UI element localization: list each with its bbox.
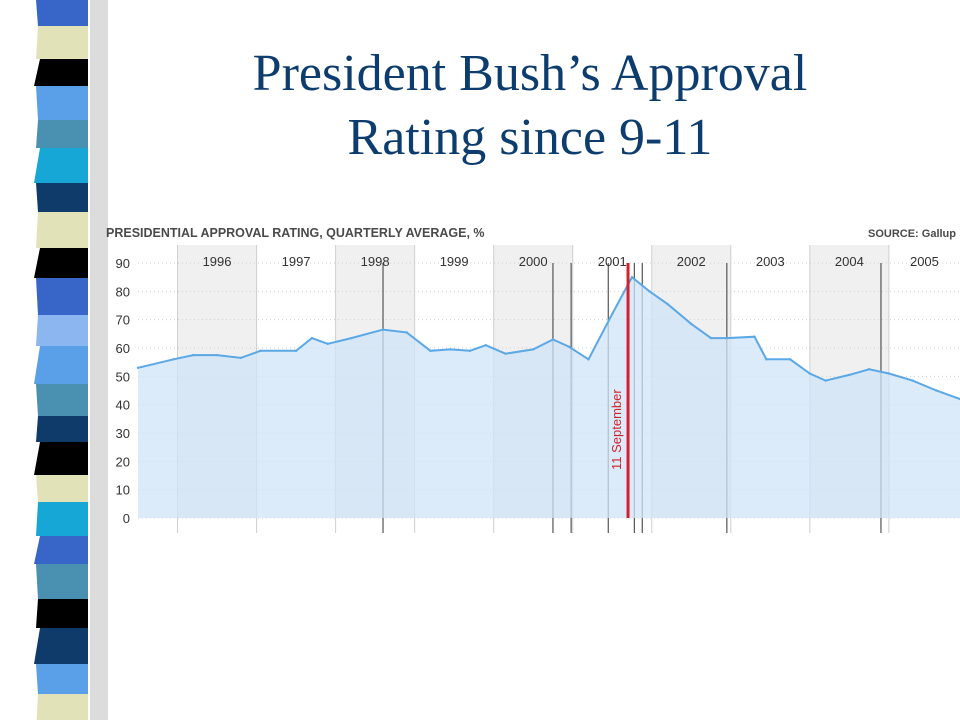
data-point [567, 345, 570, 348]
data-point [259, 349, 262, 353]
data-point [484, 343, 487, 347]
data-point [449, 348, 452, 351]
y-tick-label: 10 [116, 483, 130, 498]
x-year-label: 2001 [598, 254, 627, 269]
data-point [611, 312, 614, 316]
slide-title: President Bush’s Approval Rating since 9… [150, 42, 910, 170]
data-point [935, 389, 938, 392]
data-point [381, 328, 385, 331]
y-tick-label: 70 [116, 313, 130, 328]
event-label: 11 September [609, 389, 624, 470]
slide-title-line2: Rating since 9-11 [347, 109, 713, 166]
strip-block [36, 664, 88, 694]
strip-block [36, 384, 88, 416]
strip-block [34, 148, 88, 183]
approval-rating-chart: PRESIDENTIAL APPROVAL RATING, QUARTERLY … [106, 226, 960, 533]
y-tick-label: 30 [116, 426, 130, 441]
x-year-label: 2003 [756, 254, 785, 269]
data-point [867, 368, 871, 371]
data-point [648, 290, 651, 293]
data-point [429, 349, 432, 353]
x-year-label: 2002 [677, 254, 706, 269]
decorative-color-strip [34, 0, 108, 720]
data-point [215, 353, 219, 357]
data-point [531, 348, 535, 351]
data-point [709, 336, 713, 340]
strip-block [36, 86, 88, 120]
x-year-label: 2000 [519, 254, 548, 269]
data-point [666, 302, 669, 306]
strip-block [34, 346, 88, 384]
strip-block [36, 564, 88, 599]
data-point [690, 322, 693, 326]
data-point [824, 379, 827, 382]
y-tick-label: 80 [116, 284, 130, 299]
data-point [468, 349, 472, 353]
y-tick-label: 60 [116, 341, 130, 356]
strip-block [36, 0, 88, 26]
data-point [587, 358, 590, 361]
y-tick-label: 40 [116, 398, 130, 413]
data-point [725, 336, 729, 340]
data-point [630, 275, 634, 279]
data-point [136, 366, 140, 370]
data-point [848, 373, 851, 377]
strip-block [36, 502, 88, 536]
data-point [172, 358, 175, 361]
data-point [310, 336, 314, 340]
data-point [326, 342, 329, 345]
x-year-label: 1996 [203, 254, 232, 269]
strip-block [34, 59, 88, 86]
event-marker: 11 September [609, 263, 630, 518]
strip-block [36, 416, 88, 442]
strip-block [34, 248, 88, 278]
chart-source: SOURCE: Gallup [868, 228, 956, 240]
x-year-label: 2005 [910, 254, 939, 269]
data-point [294, 349, 298, 353]
strip-block [36, 278, 88, 315]
strip-block [34, 628, 88, 664]
slide-title-line1: President Bush’s Approval [252, 45, 808, 102]
strip-block [36, 315, 88, 346]
data-point [551, 338, 555, 341]
x-year-label: 2004 [835, 254, 864, 269]
data-point [504, 352, 507, 355]
strip-block [34, 442, 88, 475]
data-point [239, 356, 242, 360]
data-point [808, 372, 812, 375]
data-point [753, 335, 756, 338]
data-point [405, 331, 408, 334]
chart-title: PRESIDENTIAL APPROVAL RATING, QUARTERLY … [106, 226, 485, 240]
y-tick-label: 20 [116, 454, 130, 469]
data-point [887, 372, 891, 375]
strip-block [36, 183, 88, 212]
y-tick-label: 90 [116, 256, 130, 271]
strip-block [36, 212, 88, 248]
strip-block [36, 599, 88, 628]
series-line [136, 275, 960, 401]
data-point [192, 353, 195, 357]
y-axis: 0 10 20 30 40 50 60 70 80 90 [116, 256, 130, 526]
strip-shadow [90, 0, 108, 720]
data-point [911, 379, 914, 382]
x-year-label: 1997 [282, 254, 311, 269]
strip-block [34, 536, 88, 564]
y-tick-label: 50 [116, 369, 130, 384]
data-point [788, 358, 792, 361]
strip-block [36, 120, 88, 148]
y-tick-label: 0 [123, 511, 130, 526]
x-year-label: 1999 [440, 254, 469, 269]
data-point [350, 336, 353, 340]
data-point [765, 358, 768, 361]
strip-block [36, 26, 88, 59]
x-year-label: 1998 [361, 254, 390, 269]
x-axis-year-labels: 1996 1997 1998 1999 2000 2001 2002 2003 2004 2005 [203, 254, 939, 269]
strip-block [36, 475, 88, 502]
strip-block [36, 694, 88, 720]
